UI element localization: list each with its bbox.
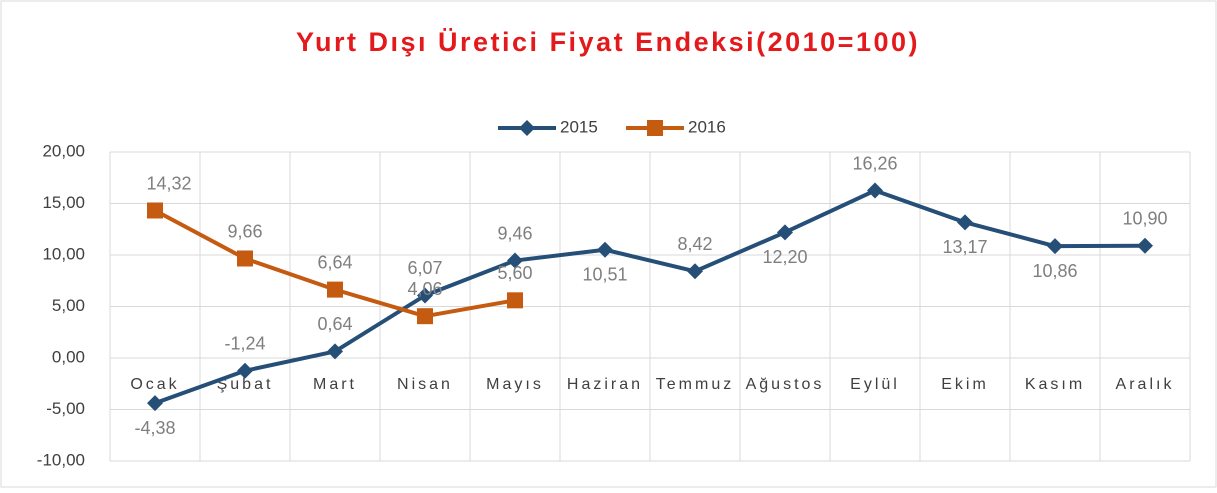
data-label: 4,06 bbox=[407, 279, 442, 299]
y-tick-label: -5,00 bbox=[46, 399, 85, 418]
data-label: 10,90 bbox=[1122, 208, 1167, 228]
x-tick-label: Şubat bbox=[217, 376, 274, 393]
x-tick-label: Ekim bbox=[941, 376, 989, 393]
marker bbox=[417, 308, 433, 325]
data-label: 16,26 bbox=[852, 153, 897, 173]
marker bbox=[507, 252, 523, 269]
marker bbox=[597, 241, 613, 258]
data-label: 12,20 bbox=[762, 247, 807, 267]
x-tick-label: Nisan bbox=[397, 376, 453, 393]
data-label: 10,51 bbox=[582, 264, 627, 284]
x-tick-label: Temmuz bbox=[656, 376, 734, 393]
marker bbox=[147, 395, 163, 412]
data-label: 9,46 bbox=[497, 223, 532, 243]
marker bbox=[507, 292, 523, 309]
marker bbox=[687, 263, 703, 280]
x-tick-label: Ağustos bbox=[746, 376, 825, 393]
y-tick-label: 10,00 bbox=[42, 244, 85, 263]
x-tick-label: Aralık bbox=[1116, 376, 1175, 393]
legend-label: 2016 bbox=[688, 117, 726, 136]
chart-title: Yurt Dışı Üretici Fiyat Endeksi(2010=100… bbox=[296, 27, 920, 57]
data-label: 8,42 bbox=[677, 234, 712, 254]
data-label: 6,64 bbox=[317, 252, 352, 272]
marker bbox=[1047, 238, 1063, 255]
marker bbox=[777, 224, 793, 241]
series-line bbox=[154, 188, 1146, 405]
x-tick-label: Kasım bbox=[1025, 376, 1085, 393]
marker bbox=[1137, 237, 1153, 254]
y-tick-label: 5,00 bbox=[52, 296, 85, 315]
marker bbox=[147, 202, 163, 219]
legend-marker bbox=[647, 120, 663, 136]
y-tick-label: 20,00 bbox=[42, 141, 85, 160]
x-tick-label: Eylül bbox=[850, 376, 900, 393]
data-label: 0,64 bbox=[317, 314, 352, 334]
data-label: 10,86 bbox=[1032, 261, 1077, 281]
data-label: 6,07 bbox=[407, 258, 442, 278]
data-label: 9,66 bbox=[227, 221, 262, 241]
data-label: -1,24 bbox=[224, 334, 265, 354]
marker bbox=[327, 281, 343, 298]
data-label: 5,60 bbox=[497, 263, 532, 283]
y-tick-label: -10,00 bbox=[37, 450, 85, 469]
marker bbox=[237, 362, 253, 379]
y-tick-label: 0,00 bbox=[52, 347, 85, 366]
marker bbox=[957, 214, 973, 231]
data-label: -4,38 bbox=[134, 418, 175, 438]
marker bbox=[417, 287, 433, 304]
legend-marker bbox=[519, 120, 535, 136]
data-label: 14,32 bbox=[146, 173, 191, 193]
marker bbox=[327, 343, 343, 360]
x-tick-label: Mayıs bbox=[486, 376, 544, 393]
marker bbox=[237, 250, 253, 267]
x-tick-label: Ocak bbox=[130, 376, 179, 393]
x-tick-label: Mart bbox=[313, 376, 357, 393]
data-label: 13,17 bbox=[942, 237, 987, 257]
x-tick-label: Haziran bbox=[567, 376, 643, 393]
marker bbox=[867, 182, 883, 199]
legend-label: 2015 bbox=[560, 117, 598, 136]
y-tick-label: 15,00 bbox=[42, 193, 85, 212]
